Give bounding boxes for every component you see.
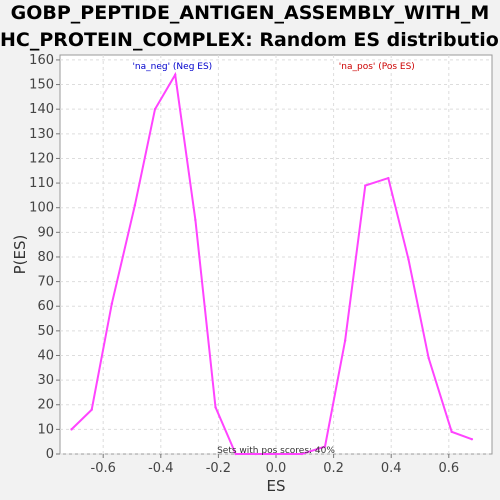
y-tick-label: 150 (29, 78, 54, 93)
y-tick-label: 130 (29, 127, 54, 142)
data-point (364, 184, 367, 187)
data-point (450, 430, 453, 434)
x-tick-label: -0.6 (91, 461, 116, 476)
y-tick-label: 140 (29, 102, 54, 117)
y-tick-label: 70 (37, 275, 54, 290)
chart-title-line-1: GOBP_PEPTIDE_ANTIGEN_ASSEMBLY_WITH_M (10, 2, 490, 24)
pos-es-label: 'na_pos' (Pos ES) (339, 62, 415, 72)
x-tick-label: 0.0 (266, 461, 287, 476)
chart-title-line-2: HC_PROTEIN_COMPLEX: Random ES distributi… (0, 29, 500, 51)
x-tick-label: 0.2 (323, 461, 344, 476)
y-tick-label: 20 (37, 398, 54, 413)
y-tick-label: 120 (29, 151, 54, 166)
data-point (387, 176, 390, 180)
y-tick-label: 10 (37, 422, 54, 437)
data-point (90, 408, 93, 411)
data-point (110, 302, 114, 305)
x-tick-label: -0.2 (206, 461, 231, 476)
y-tick-label: 80 (37, 250, 54, 265)
data-point (194, 218, 197, 222)
data-point (343, 339, 347, 342)
y-tick-label: 90 (37, 225, 54, 240)
data-point (153, 107, 157, 111)
data-point (274, 452, 278, 456)
y-axis-label: P(ES) (11, 235, 29, 275)
x-axis-label: ES (267, 477, 286, 495)
chart-title: GOBP_PEPTIDE_ANTIGEN_ASSEMBLY_WITH_M HC_… (0, 0, 500, 54)
data-point (323, 445, 327, 448)
data-point (427, 356, 430, 360)
y-tick-label: 110 (29, 176, 54, 191)
data-point (470, 438, 474, 441)
y-tick-label: 160 (29, 53, 54, 68)
neg-es-label: 'na_neg' (Neg ES) (132, 62, 212, 72)
y-tick-label: 60 (37, 299, 54, 314)
x-tick-label: -0.4 (148, 461, 173, 476)
x-tick-label: 0.4 (381, 461, 402, 476)
series-points (70, 73, 474, 456)
data-point (254, 452, 258, 456)
data-point (174, 73, 177, 76)
data-point (133, 204, 137, 207)
axis-ticks: 0 10 20 30 40 50 60 70 80 90 100 110 120 130 140 150 160… (29, 53, 459, 476)
y-tick-label: 100 (29, 201, 54, 216)
data-point (300, 452, 304, 456)
data-point (214, 406, 217, 409)
grid (60, 55, 492, 455)
series-line (70, 71, 473, 455)
y-tick-label: 40 (37, 348, 54, 363)
data-point (407, 258, 410, 261)
data-point (70, 428, 73, 431)
y-tick-label: 50 (37, 324, 54, 339)
x-tick-label: 0.6 (438, 461, 459, 476)
y-tick-label: 0 (46, 447, 54, 462)
y-tick-label: 30 (37, 373, 54, 388)
data-point (234, 452, 237, 456)
pos-scores-note: Sets with pos scores: 40% (217, 446, 335, 456)
